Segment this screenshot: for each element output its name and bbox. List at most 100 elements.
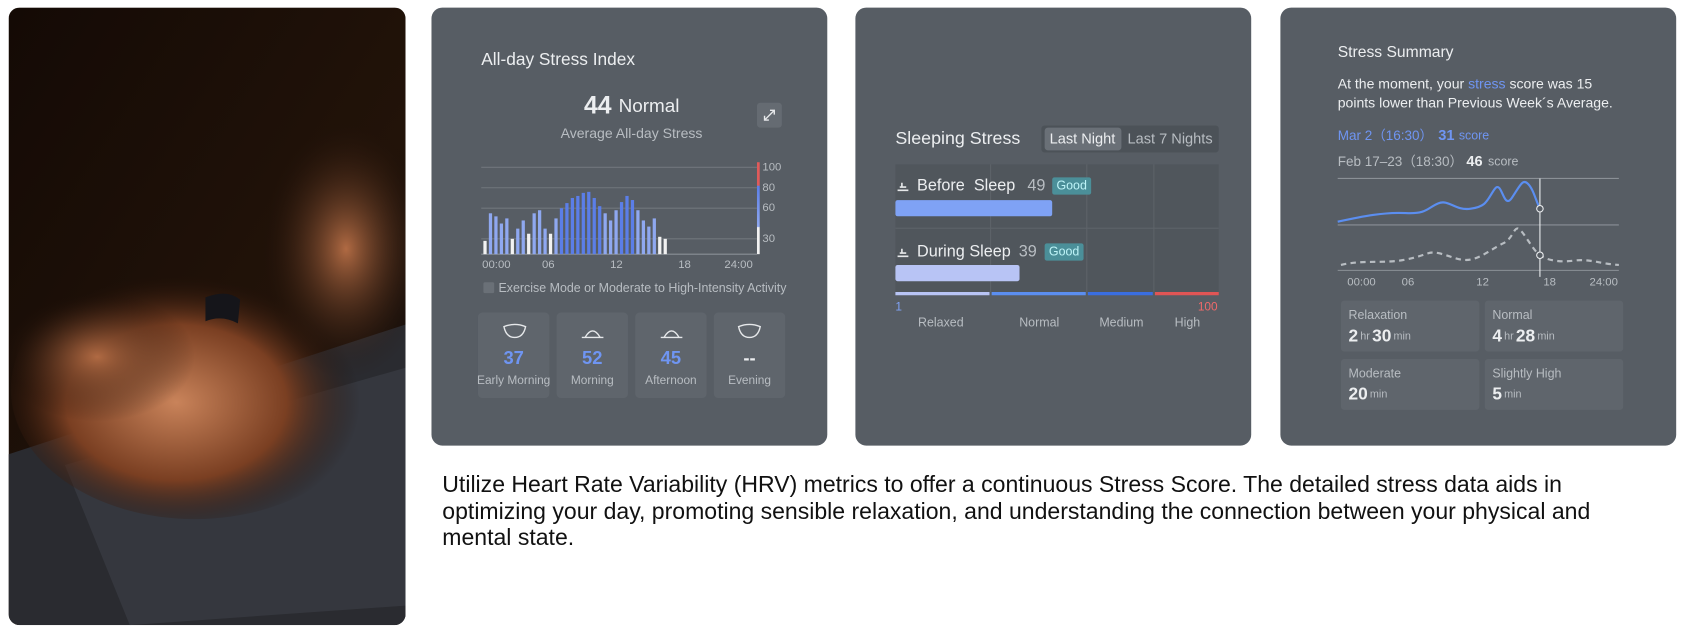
scale-min: 1 (895, 299, 902, 313)
period-value: -- (743, 347, 755, 368)
period-tile (713, 312, 786, 398)
level-label: Normal (1019, 316, 1059, 330)
bar (548, 233, 553, 255)
card-title: All-day Stress Index (481, 49, 635, 69)
highlight: stress (1468, 75, 1505, 91)
level-label: Relaxed (918, 316, 964, 330)
sleep-bar (895, 200, 1053, 217)
stat-tile (1340, 300, 1480, 352)
bar (663, 238, 667, 255)
bar (603, 213, 607, 255)
stat-part: hr (1504, 330, 1514, 342)
stat-part: 28 (1516, 325, 1536, 345)
stat-part: min (1393, 330, 1410, 342)
stat-tile (1340, 359, 1480, 410)
bar (483, 240, 487, 255)
tab-active[interactable] (1044, 127, 1122, 151)
sleep-label: During Sleep (917, 242, 1011, 260)
period-value: 52 (582, 347, 602, 368)
summary-text: points lower than Previous Week´s Averag… (1338, 95, 1613, 111)
description-box: Utilize Heart Rate Variability (HRV) met… (442, 472, 1590, 551)
period-icon (737, 323, 762, 339)
y-tick-label: 80 (762, 182, 775, 194)
bar (581, 192, 585, 255)
score: 44 (584, 92, 612, 120)
stat-part: 4 (1492, 325, 1502, 345)
sleep-items: Before Sleep 49 Good During Sleep 39 Good (895, 176, 1092, 282)
bar (505, 218, 509, 255)
stress-chart: 30 60 80 100 00:00 06 12 18 24:00 (481, 161, 781, 271)
current-score: 31 (1438, 128, 1454, 144)
y-tick-label: 100 (762, 161, 781, 173)
level-label: High (1175, 316, 1201, 330)
level-label: Medium (1099, 316, 1143, 330)
stat-part: 2 (1349, 325, 1359, 345)
x-tick-label: 00:00 (482, 259, 510, 271)
stat-label: Moderate (1349, 366, 1402, 380)
sleep-bar (895, 264, 1020, 282)
bar (619, 202, 624, 255)
previous-line (1340, 227, 1619, 267)
subtitle: Average All-day Stress (561, 125, 703, 141)
text: At the moment, your (1338, 75, 1468, 91)
period-label: Evening (728, 373, 771, 387)
bar (608, 220, 613, 255)
x-tick-label: 06 (1402, 276, 1415, 288)
card-title: Stress Summary (1338, 44, 1454, 61)
period-tile (635, 312, 707, 398)
bar (538, 210, 542, 255)
bar (494, 216, 498, 255)
bar (543, 228, 547, 255)
bar (592, 197, 596, 255)
summary-card: Stress Summary At the moment, your stres… (1280, 7, 1677, 446)
period-value: 37 (503, 347, 523, 368)
period-tile (556, 312, 628, 398)
scale-max: 100 (1198, 299, 1218, 313)
checkbox-label: Exercise Mode or Moderate to High-Intens… (499, 281, 788, 295)
checkbox[interactable] (483, 282, 495, 294)
sleep-label: Before Sleep (917, 176, 1015, 194)
period-icon (503, 323, 527, 339)
x-tick-label: 12 (610, 259, 623, 271)
period-label: Morning (571, 373, 614, 387)
bar (630, 200, 635, 255)
previous-date: Feb 17–23（18:30） (1338, 154, 1463, 169)
current-line (1337, 180, 1541, 223)
current-date: Mar 2（16:30） (1338, 128, 1433, 143)
x-tick-label: 00:00 (1347, 276, 1375, 288)
sleep-value: 49 (1027, 176, 1045, 194)
bar (570, 197, 575, 255)
period-icon (581, 330, 604, 339)
sleep-icon (897, 182, 909, 192)
card-title: Sleeping Stress (895, 128, 1020, 148)
badge-label: Good (1049, 244, 1079, 258)
badge (1052, 177, 1092, 195)
period-label: Early Morning (477, 373, 550, 387)
stat-value: 5 min (1492, 383, 1521, 403)
tab[interactable]: Last 7 Nights (1128, 131, 1213, 147)
period-value: 45 (661, 347, 681, 368)
bar (598, 206, 602, 255)
badge-label: Good (1056, 178, 1086, 192)
stat-part: 30 (1372, 325, 1391, 345)
text: score was 15 (1506, 75, 1593, 91)
bar (641, 220, 646, 255)
unit: score (1459, 129, 1489, 143)
bar (532, 213, 536, 255)
stat-part: hr (1360, 330, 1370, 342)
stat-part: 20 (1349, 383, 1368, 403)
stat-value: 4 hr 28 min (1492, 325, 1554, 345)
tab[interactable]: Last Night (1050, 131, 1116, 147)
stat-value: 20 min (1349, 383, 1388, 403)
y-tick-label: 30 (762, 233, 775, 245)
bar (658, 236, 662, 255)
bar (554, 218, 558, 255)
previous-score: 46 (1466, 154, 1482, 170)
bar (499, 223, 504, 255)
stat-label: Relaxation (1349, 308, 1408, 322)
sleep-value: 39 (1019, 242, 1037, 260)
badge (1044, 243, 1084, 261)
stat-label: Slightly High (1492, 366, 1561, 380)
stat-tile (1484, 300, 1624, 352)
